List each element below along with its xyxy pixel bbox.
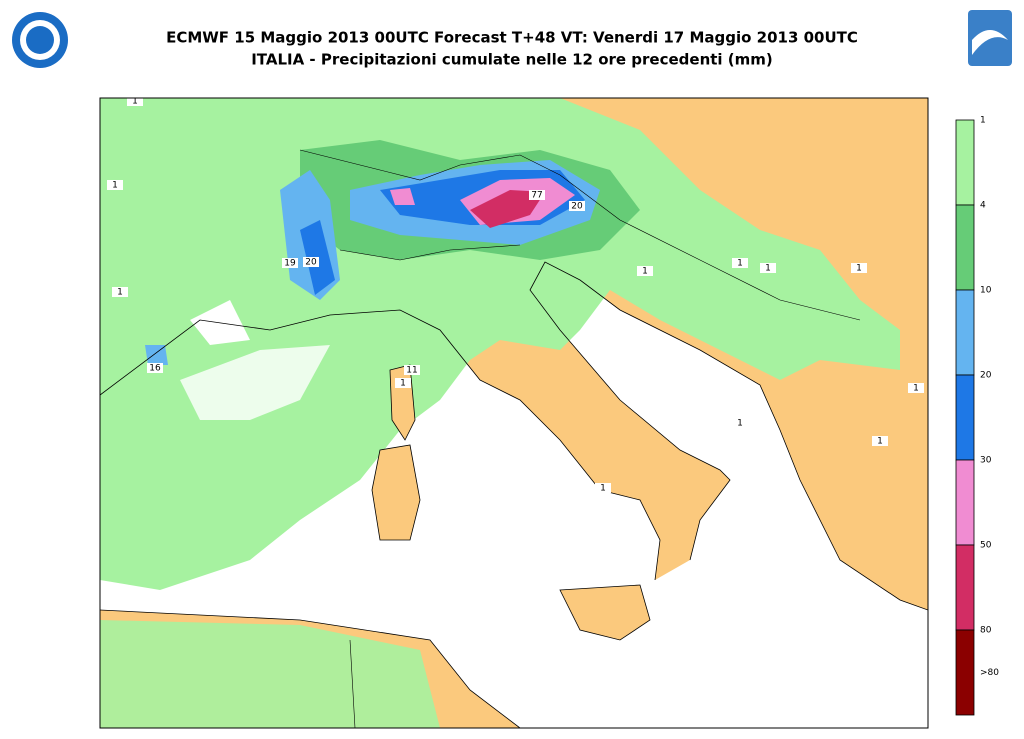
logo-left (12, 12, 68, 68)
map-label: 1 (877, 437, 883, 447)
title: ECMWF 15 Maggio 2013 00UTC Forecast T+48… (166, 29, 858, 47)
map-label-box (303, 257, 319, 267)
map-label: 16 (149, 364, 161, 374)
map-label: 1 (737, 419, 743, 429)
map-label-box (569, 201, 585, 211)
legend-swatch (955, 119, 975, 206)
legend-label: 4 (980, 201, 986, 211)
map-label: 1 (400, 379, 406, 389)
map-label: 1 (112, 181, 118, 191)
legend-label: >80 (980, 668, 999, 678)
map-label: 11 (406, 366, 417, 376)
map-label-box (595, 483, 611, 493)
map-label: 1 (856, 264, 862, 274)
subtitle: ITALIA - Precipitazioni cumulate nelle 1… (251, 51, 773, 69)
map-label: 1 (642, 267, 648, 277)
legend-label: 20 (980, 371, 992, 381)
legend-swatch (955, 544, 975, 631)
map-label-box (112, 287, 128, 297)
legend: 1 4 10 20 30 50 80 >80 (955, 116, 999, 716)
map-label-box (732, 258, 748, 268)
map-label-box (127, 98, 143, 106)
map-label: 19 (284, 259, 296, 269)
map-label-box (282, 258, 298, 268)
map-label-box (395, 378, 411, 388)
map-label: 1 (737, 259, 743, 269)
map-label: 20 (305, 258, 317, 268)
map-frame (99, 97, 929, 729)
map-label: 1 (117, 288, 123, 298)
legend-swatch (955, 629, 975, 716)
legend-label: 1 (980, 116, 986, 126)
map-label-box (404, 365, 420, 375)
legend-swatch (955, 204, 975, 291)
map-label: 1 (913, 384, 919, 394)
map-label-box (147, 363, 163, 373)
map-label: 1 (132, 97, 138, 107)
legend-label: 30 (980, 456, 992, 466)
map-label-box (908, 383, 924, 393)
legend-swatch (955, 289, 975, 376)
map-label-box (529, 190, 545, 200)
map-label-box (107, 180, 123, 190)
map-label: 1 (600, 484, 606, 494)
map-label-box (732, 418, 748, 428)
legend-swatch (955, 459, 975, 546)
legend-label: 10 (980, 286, 992, 296)
map-label-box (872, 436, 888, 446)
logo-right (968, 10, 1012, 66)
map-label-box (637, 266, 653, 276)
legend-label: 80 (980, 626, 992, 636)
legend-label: 50 (980, 541, 992, 551)
map-label: 1 (765, 264, 771, 274)
map-label-box (851, 263, 867, 273)
legend-swatch (955, 374, 975, 461)
map-label-box (760, 263, 776, 273)
map-label: 20 (571, 202, 583, 212)
map-label: 77 (531, 191, 542, 201)
